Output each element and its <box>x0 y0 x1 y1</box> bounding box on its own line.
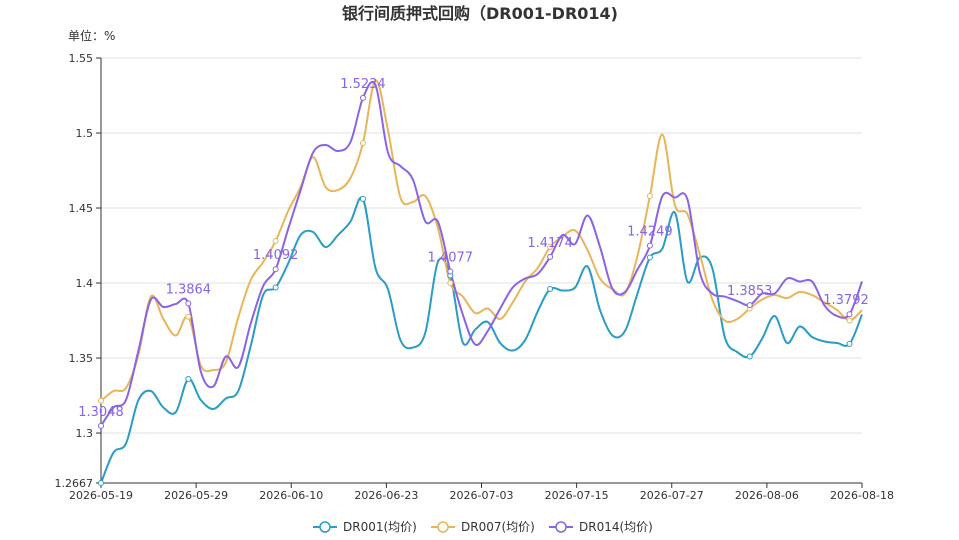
data-point-marker <box>272 284 279 291</box>
data-point-marker <box>359 195 366 202</box>
legend-label: DR014(均价) <box>579 520 653 534</box>
data-label: 1.5234 <box>340 77 386 92</box>
x-tick-label: 2026-07-15 <box>545 489 609 502</box>
data-point-marker <box>646 193 653 200</box>
data-label: 1.3864 <box>166 282 212 297</box>
data-point-marker <box>746 353 753 360</box>
data-point-marker <box>846 317 853 324</box>
data-labels: 1.3048 1.3864 1.4092 1.5234 1.4077 1.4174 1.42… <box>78 77 869 420</box>
legend-circle-icon <box>319 521 331 533</box>
legend-item[interactable]: DR001(均价) <box>313 520 417 534</box>
y-axis-unit-label: 单位：% <box>68 28 115 43</box>
data-point-marker <box>547 244 554 251</box>
data-label: 1.4077 <box>428 250 474 265</box>
legend-circle-icon <box>437 521 449 533</box>
data-point-marker <box>272 266 279 273</box>
x-tick-label: 2026-06-10 <box>259 489 323 502</box>
data-point-marker <box>646 254 653 261</box>
x-tick-label: 2026-08-06 <box>735 489 799 502</box>
x-tick-label: 2026-06-23 <box>354 489 418 502</box>
legend-label: DR007(均价) <box>461 520 535 534</box>
data-point-marker <box>98 480 104 486</box>
data-label: 1.4092 <box>253 248 299 263</box>
x-tick-label: 2026-07-03 <box>450 489 514 502</box>
data-point-marker <box>98 397 104 404</box>
x-tick-label: 2026-05-19 <box>69 489 133 502</box>
data-point-marker <box>185 300 192 307</box>
data-point-marker <box>547 253 554 260</box>
series-line-0 <box>100 196 863 484</box>
data-label: 1.3048 <box>78 405 124 420</box>
x-tick-label: 2026-08-18 <box>830 489 894 502</box>
data-point-marker <box>359 94 366 101</box>
legend-item[interactable]: DR014(均价) <box>549 520 653 534</box>
data-point-marker <box>272 238 279 245</box>
axes: 1.2667 1.3 1.35 1.4 1.45 1.5 1.55 2026-05-19 202… <box>55 52 894 502</box>
chart-title: 银行间质押式回购（DR001-DR014) <box>342 4 618 23</box>
data-label: 1.3792 <box>823 293 869 308</box>
y-tick-label: 1.55 <box>69 52 94 65</box>
gridlines <box>101 57 862 484</box>
legend[interactable]: DR001(均价) DR007(均价) DR014(均价) <box>313 520 653 534</box>
data-point-marker <box>447 268 454 275</box>
series-line-1 <box>100 79 863 402</box>
data-label: 1.3853 <box>727 284 773 299</box>
data-point-marker <box>185 376 192 383</box>
x-tick-label: 2026-05-29 <box>164 489 228 502</box>
y-tick-label: 1.3 <box>76 427 94 440</box>
legend-circle-icon <box>555 521 567 533</box>
legend-label: DR001(均价) <box>343 520 417 534</box>
data-point-marker <box>447 280 454 287</box>
series-lines <box>100 79 863 484</box>
series-markers <box>98 94 853 486</box>
data-point-marker <box>98 422 104 429</box>
y-tick-label: 1.2667 <box>55 477 94 490</box>
data-point-marker <box>746 302 753 309</box>
data-point-marker <box>846 311 853 318</box>
y-tick-label: 1.4 <box>76 277 94 290</box>
data-point-marker <box>185 313 192 320</box>
legend-item[interactable]: DR007(均价) <box>431 520 535 534</box>
data-label: 1.4249 <box>627 225 673 240</box>
data-label: 1.4174 <box>527 236 573 251</box>
y-tick-label: 1.45 <box>69 202 94 215</box>
y-tick-label: 1.5 <box>76 127 94 140</box>
x-tick-label: 2026-07-27 <box>640 489 704 502</box>
data-point-marker <box>646 242 653 249</box>
y-tick-label: 1.35 <box>69 352 94 365</box>
data-point-marker <box>547 286 554 293</box>
data-point-marker <box>359 140 366 147</box>
data-point-marker <box>846 340 853 347</box>
series-line-2 <box>100 80 863 427</box>
